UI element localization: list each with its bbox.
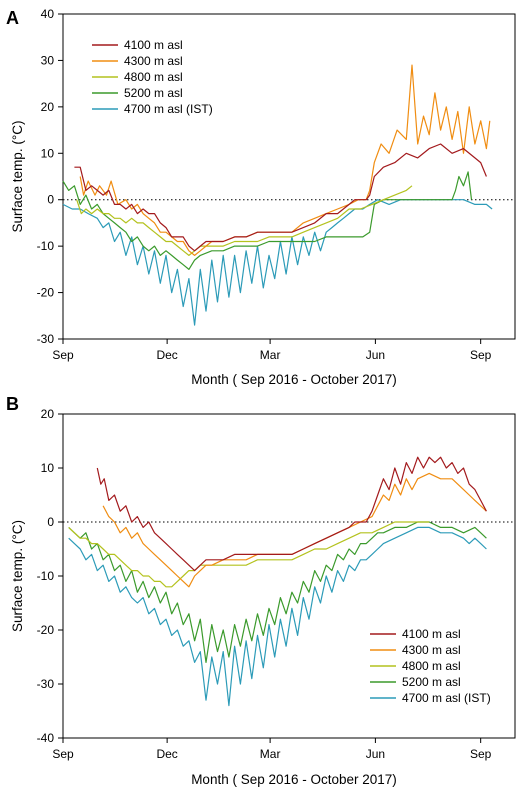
y-tick-label: -40 xyxy=(37,731,55,745)
y-tick-label: 20 xyxy=(41,100,55,114)
legend-label: 4300 m asl xyxy=(402,643,461,657)
y-tick-label: -10 xyxy=(37,239,55,253)
y-tick-label: -20 xyxy=(37,286,55,300)
y-tick-label: 30 xyxy=(41,53,55,67)
legend-label: 4100 m asl xyxy=(124,38,183,52)
series-line-4700-m-asl-ist xyxy=(62,199,493,326)
series-line-4800-m-asl xyxy=(76,185,413,256)
legend-label: 4800 m asl xyxy=(124,70,183,84)
legend: 4100 m asl 4300 m asl 4800 m asl 5200 m asl… xyxy=(92,38,213,116)
legend-label: 5200 m asl xyxy=(402,675,461,689)
y-tick-label: -20 xyxy=(37,623,55,637)
legend-label: 4100 m asl xyxy=(402,627,461,641)
legend-label: 4300 m asl xyxy=(124,54,183,68)
x-tick-label: Mar xyxy=(260,348,281,362)
y-tick-label: 10 xyxy=(41,461,55,475)
y-axis-title: Surface temp. (°C) xyxy=(10,520,25,632)
y-tick-label: -10 xyxy=(37,569,55,583)
series-line-4800-m-asl xyxy=(68,521,430,588)
y-tick-label: 10 xyxy=(41,146,55,160)
y-tick-label: 40 xyxy=(41,7,55,21)
panel-letter: B xyxy=(6,394,19,414)
x-axis-title: Month ( Sep 2016 - October 2017) xyxy=(191,772,397,787)
y-tick-label: -30 xyxy=(37,677,55,691)
x-tick-label: Sep xyxy=(470,348,492,362)
plot-frame xyxy=(62,413,516,739)
panel-letter: A xyxy=(6,8,19,28)
series-line-4100-m-asl xyxy=(96,456,487,572)
x-axis-title: Month ( Sep 2016 - October 2017) xyxy=(191,372,397,387)
x-tick-label: Sep xyxy=(52,348,74,362)
x-tick-label: Sep xyxy=(52,747,74,761)
y-tick-label: 0 xyxy=(47,515,54,529)
series-line-4300-m-asl xyxy=(102,472,487,588)
series-line-4700-m-asl-ist xyxy=(68,526,487,707)
y-tick-label: 20 xyxy=(41,407,55,421)
legend: 4100 m asl 4300 m asl 4800 m asl 5200 m asl… xyxy=(370,627,491,705)
x-tick-label: Sep xyxy=(470,747,492,761)
chart-panel-b: B 20 10 0 -10 -20 -30 -40 Sep Dec Mar Jun Sep Month (… xyxy=(6,394,516,787)
y-axis-title: Surface temp. (°C) xyxy=(10,121,25,233)
series-line-5200-m-asl xyxy=(62,171,473,270)
legend-label: 4800 m asl xyxy=(402,659,461,673)
chart-panel-a: A 40 30 20 10 0 -10 -20 -30 Sep Dec Mar Jun Sep Month … xyxy=(6,7,516,387)
x-tick-label: Mar xyxy=(260,747,281,761)
plot-frame xyxy=(62,13,516,340)
legend-label: 4700 m asl (IST) xyxy=(124,102,213,116)
y-tick-label: -30 xyxy=(37,332,55,346)
series-line-4100-m-asl xyxy=(74,143,487,252)
series-line-5200-m-asl xyxy=(68,521,487,663)
y-tick-label: 0 xyxy=(47,193,54,207)
x-tick-label: Jun xyxy=(366,348,385,362)
x-tick-label: Dec xyxy=(156,348,177,362)
x-tick-label: Dec xyxy=(156,747,177,761)
x-tick-label: Jun xyxy=(366,747,385,761)
legend-label: 4700 m asl (IST) xyxy=(402,691,491,705)
legend-label: 5200 m asl xyxy=(124,86,183,100)
